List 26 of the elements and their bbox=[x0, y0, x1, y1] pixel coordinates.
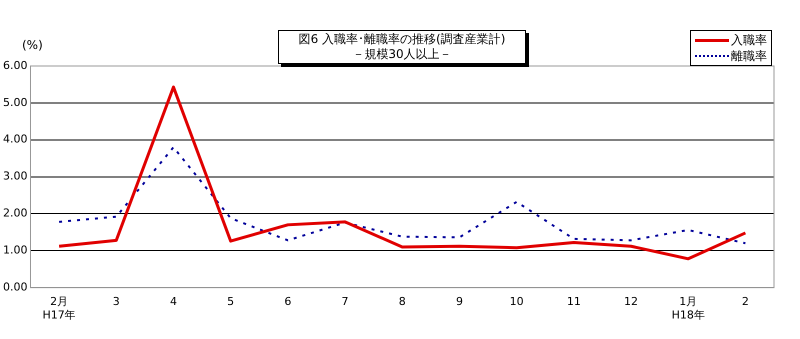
y-axis-title: (%) bbox=[22, 38, 43, 52]
chart-subtitle: －規模30人以上－ bbox=[351, 47, 453, 62]
x-tick-label: 2月 H17年 bbox=[42, 295, 76, 322]
line-series bbox=[58, 146, 746, 244]
y-tick-label: 3.00 bbox=[2, 170, 28, 183]
x-tick-label: 1月 H18年 bbox=[672, 295, 705, 322]
x-tick-label: 4 bbox=[170, 295, 177, 308]
chart-title: 図6 入職率･離職率の推移(調査産業計) bbox=[298, 32, 506, 47]
y-tick-label: 1.00 bbox=[2, 244, 28, 257]
x-tick-label: 9 bbox=[456, 295, 463, 308]
x-tick-label: 2 bbox=[742, 295, 749, 308]
x-tick-label: 8 bbox=[398, 295, 406, 308]
x-tick-label: 6 bbox=[284, 295, 292, 308]
x-tick-label: 7 bbox=[342, 295, 349, 308]
x-tick-label: 3 bbox=[112, 295, 120, 308]
y-tick-label: 4.00 bbox=[2, 132, 28, 146]
legend-label: 離職率 bbox=[731, 48, 767, 64]
x-tick-label: 10 bbox=[510, 295, 524, 308]
y-tick-label: 2.00 bbox=[2, 206, 28, 220]
legend-label: 入職率 bbox=[731, 32, 767, 48]
x-tick-label: 12 bbox=[624, 295, 638, 308]
y-tick-label: 5.00 bbox=[2, 96, 28, 109]
y-tick-label: 6.00 bbox=[2, 58, 28, 72]
y-tick-label: 0.00 bbox=[2, 280, 28, 294]
x-tick-label: 11 bbox=[566, 295, 581, 308]
x-tick-label: 5 bbox=[227, 295, 234, 308]
